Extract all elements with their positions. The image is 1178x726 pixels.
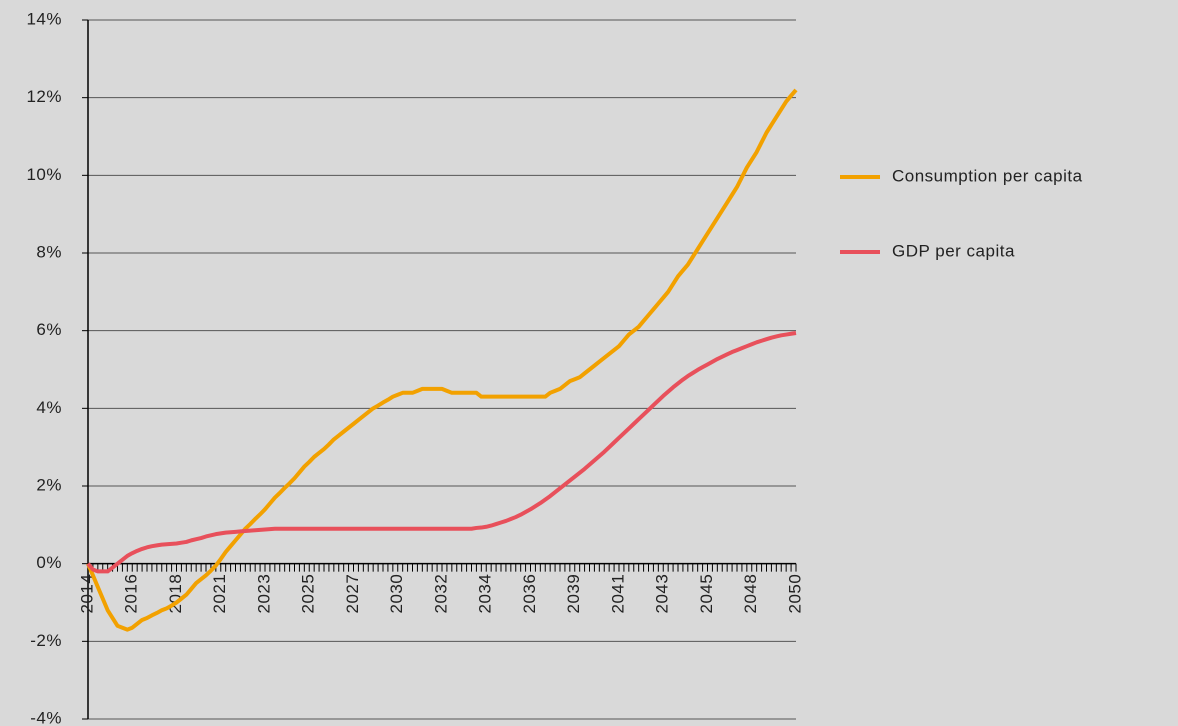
y-tick-label: 6% bbox=[36, 320, 62, 339]
x-tick-label: 2018 bbox=[166, 574, 185, 614]
x-tick-label: 2014 bbox=[77, 574, 96, 614]
x-tick-label: 2032 bbox=[431, 574, 450, 614]
y-tick-label: 4% bbox=[36, 398, 62, 417]
x-tick-label: 2041 bbox=[608, 574, 627, 614]
y-tick-label: 12% bbox=[26, 87, 62, 106]
y-tick-label: -2% bbox=[30, 631, 62, 650]
x-tick-label: 2039 bbox=[564, 574, 583, 614]
y-tick-label: -4% bbox=[30, 708, 62, 726]
legend-label: GDP per capita bbox=[892, 241, 1015, 260]
y-tick-label: 2% bbox=[36, 475, 62, 494]
x-tick-label: 2050 bbox=[785, 574, 804, 614]
x-tick-label: 2048 bbox=[741, 574, 760, 614]
x-tick-label: 2030 bbox=[387, 574, 406, 614]
x-tick-label: 2036 bbox=[520, 574, 539, 614]
line-series bbox=[86, 331, 797, 574]
x-tick-label: 2043 bbox=[653, 574, 672, 614]
legend-label: Consumption per capita bbox=[892, 166, 1083, 185]
y-tick-label: 10% bbox=[26, 165, 62, 184]
y-tick-label: 8% bbox=[36, 242, 62, 261]
line-series bbox=[86, 88, 798, 632]
x-tick-label: 2045 bbox=[697, 574, 716, 614]
x-tick-label: 2023 bbox=[254, 574, 273, 614]
x-tick-label: 2021 bbox=[210, 574, 229, 614]
x-tick-label: 2016 bbox=[122, 574, 141, 614]
x-tick-label: 2025 bbox=[299, 574, 318, 614]
x-tick-label: 2027 bbox=[343, 574, 362, 614]
x-tick-label: 2034 bbox=[476, 574, 495, 614]
y-tick-label: 0% bbox=[36, 553, 62, 572]
y-tick-label: 14% bbox=[26, 9, 62, 28]
